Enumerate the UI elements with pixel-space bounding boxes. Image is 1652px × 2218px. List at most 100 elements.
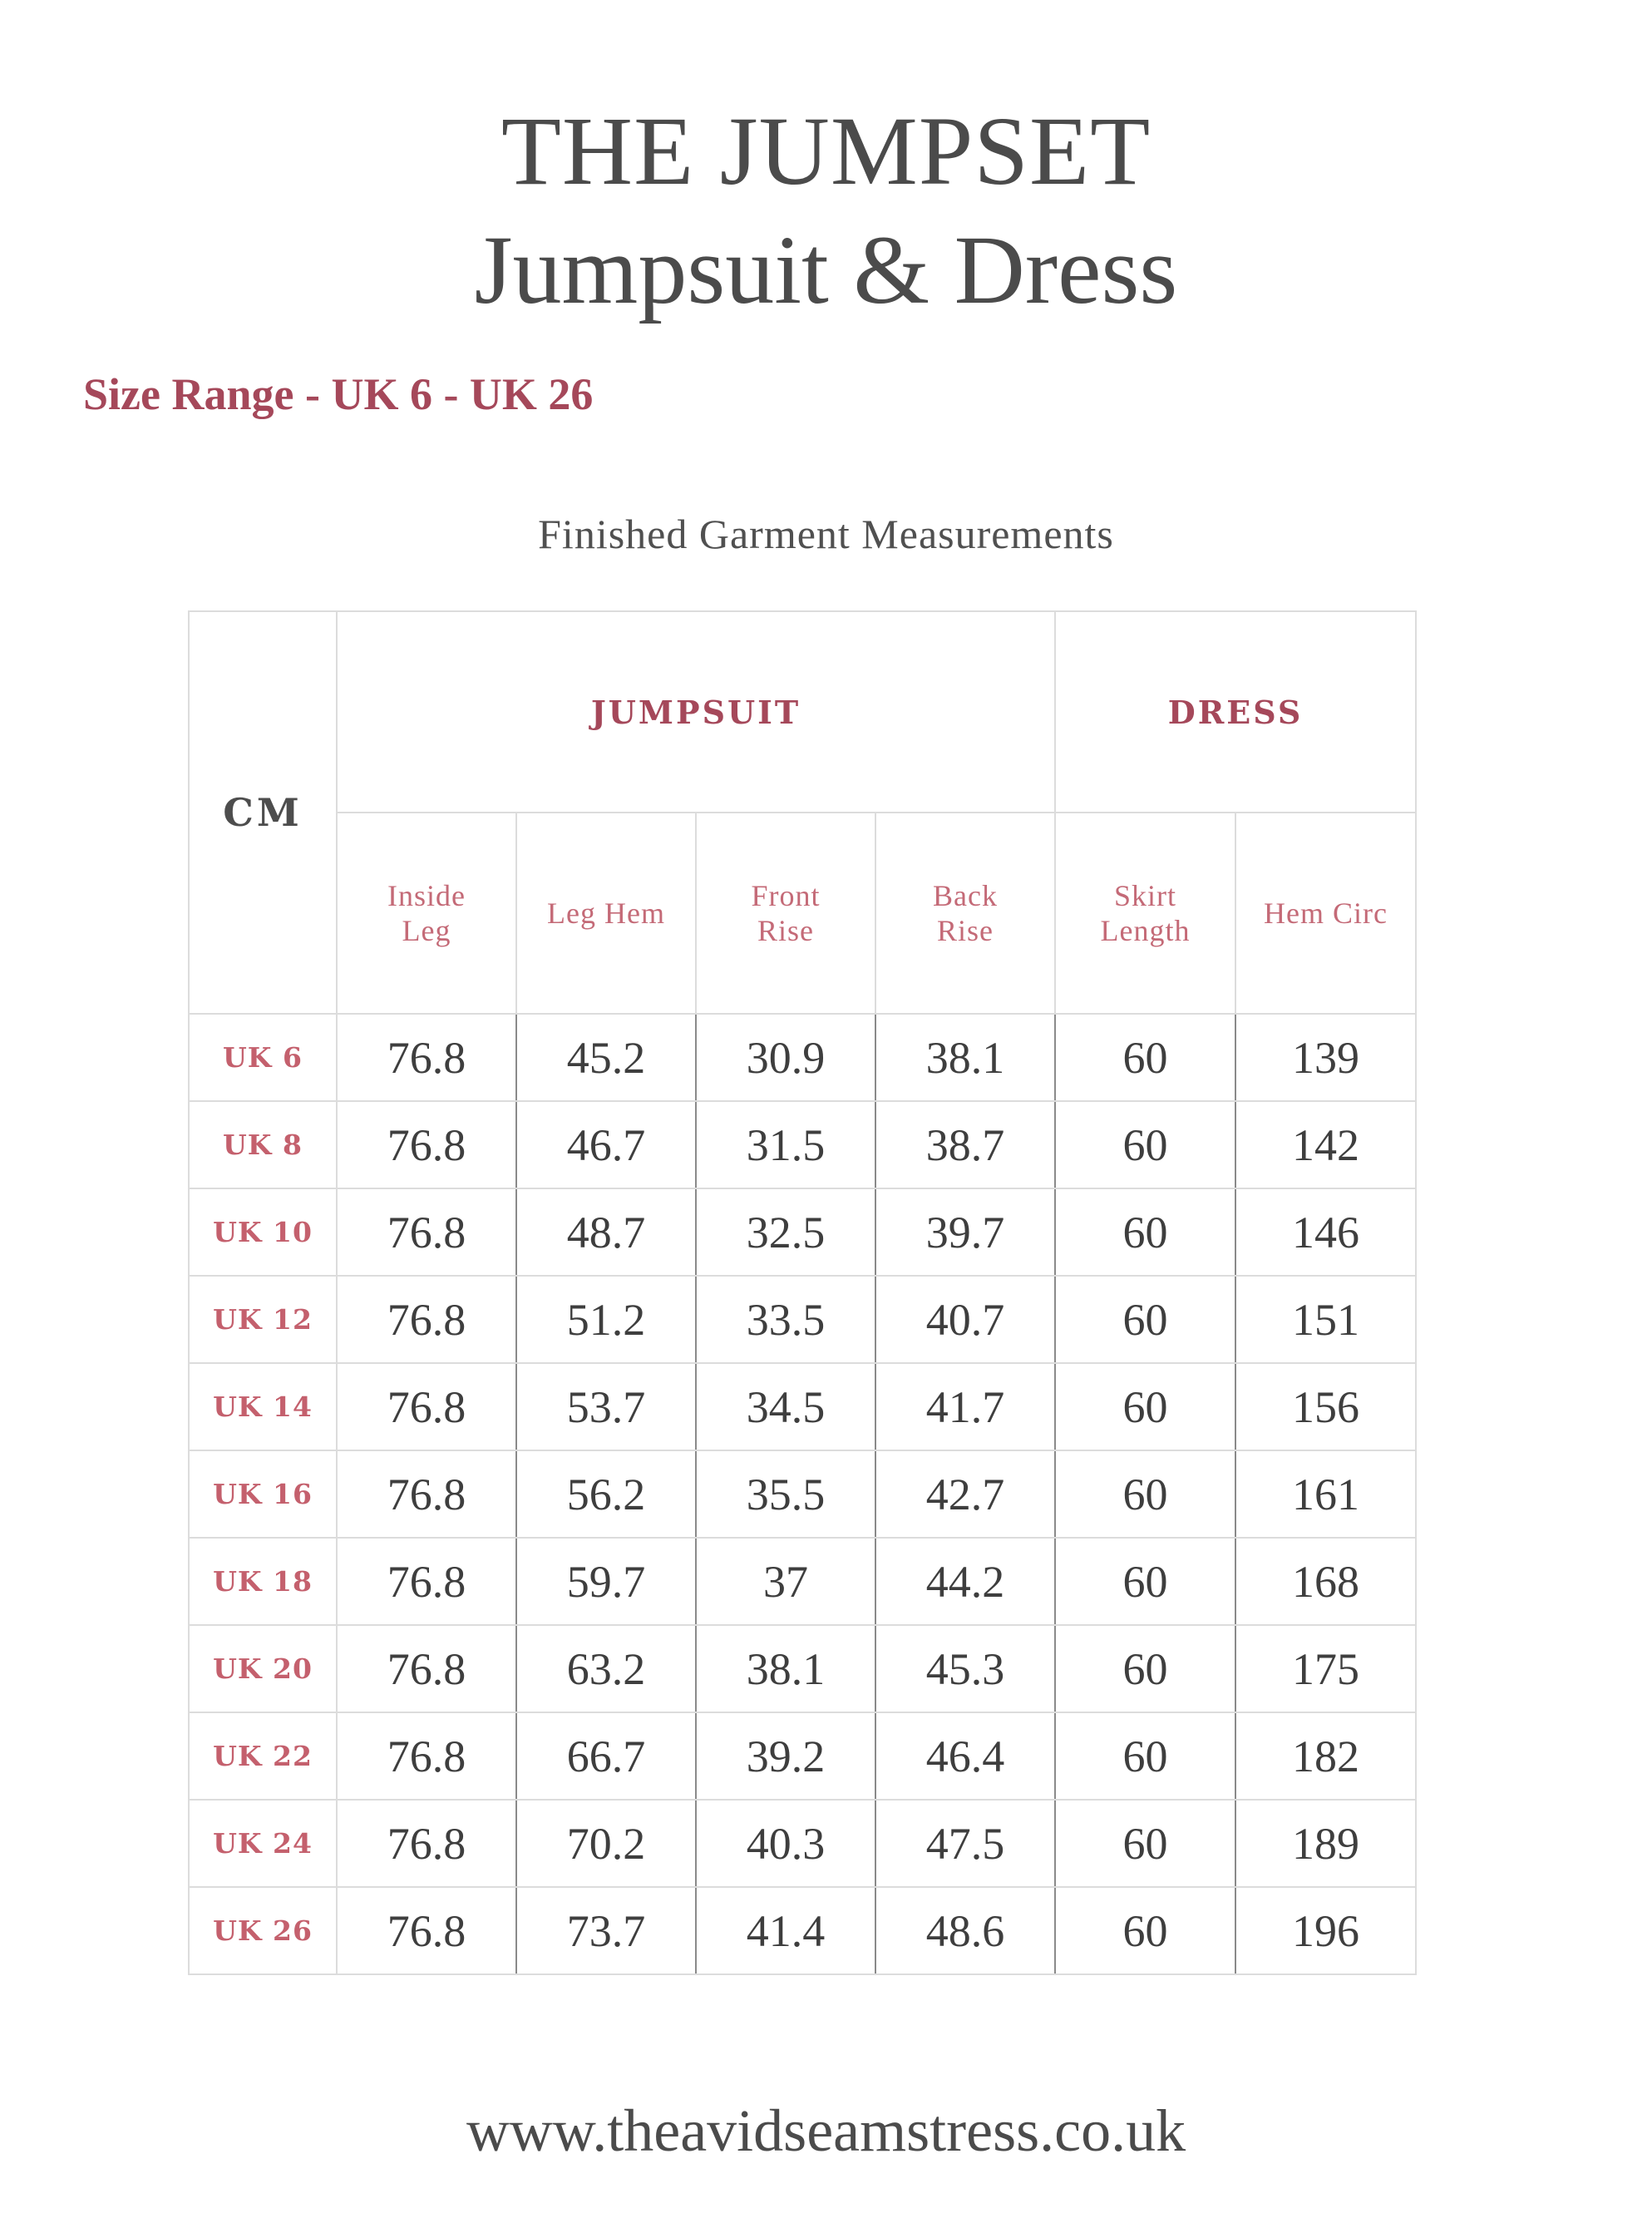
measurement-cell: 46.4 xyxy=(874,1712,1057,1801)
size-label: UK 10 xyxy=(188,1188,338,1277)
table-row: UK 12 76.8 51.2 33.5 40.7 60 151 xyxy=(188,1275,1418,1364)
table-row: UK 14 76.8 53.7 34.5 41.7 60 156 xyxy=(188,1362,1418,1451)
measurement-cell: 37 xyxy=(695,1537,876,1626)
measurement-cell: 32.5 xyxy=(695,1188,876,1277)
measurement-cell: 34.5 xyxy=(695,1362,876,1451)
size-label: UK 14 xyxy=(188,1362,338,1451)
column-header-leg-hem: Leg Hem xyxy=(515,812,697,1015)
size-label: UK 8 xyxy=(188,1100,338,1189)
measurement-cell: 175 xyxy=(1235,1624,1418,1713)
column-header-hem-circ: Hem Circ xyxy=(1235,812,1418,1015)
measurement-cell: 60 xyxy=(1054,1537,1237,1626)
measurement-cell: 56.2 xyxy=(515,1450,697,1539)
measurement-cell: 76.8 xyxy=(336,1100,517,1189)
measurement-cell: 76.8 xyxy=(336,1624,517,1713)
measurement-cell: 47.5 xyxy=(874,1799,1057,1888)
measurement-cell: 76.8 xyxy=(336,1362,517,1451)
measurement-cell: 38.1 xyxy=(695,1624,876,1713)
measurement-cell: 139 xyxy=(1235,1013,1418,1102)
measurement-cell: 168 xyxy=(1235,1537,1418,1626)
measurement-cell: 44.2 xyxy=(874,1537,1057,1626)
measurement-cell: 161 xyxy=(1235,1450,1418,1539)
table-caption: Finished Garment Measurements xyxy=(538,511,1114,557)
measurement-cell: 40.7 xyxy=(874,1275,1057,1364)
measurement-cell: 60 xyxy=(1054,1275,1237,1364)
measurement-cell: 196 xyxy=(1235,1886,1418,1975)
measurement-cell: 76.8 xyxy=(336,1013,517,1102)
measurement-cell: 189 xyxy=(1235,1799,1418,1888)
measurement-cell: 60 xyxy=(1054,1712,1237,1801)
measurement-cell: 59.7 xyxy=(515,1537,697,1626)
size-label: UK 12 xyxy=(188,1275,338,1364)
measurement-cell: 182 xyxy=(1235,1712,1418,1801)
table-row: UK 8 76.8 46.7 31.5 38.7 60 142 xyxy=(188,1100,1418,1189)
size-range-label: Size Range - UK 6 - UK 26 xyxy=(83,369,594,419)
measurement-cell: 70.2 xyxy=(515,1799,697,1888)
measurement-cell: 53.7 xyxy=(515,1362,697,1451)
table-row: UK 10 76.8 48.7 32.5 39.7 60 146 xyxy=(188,1188,1418,1277)
measurement-cell: 146 xyxy=(1235,1188,1418,1277)
size-label: UK 22 xyxy=(188,1712,338,1801)
size-label: UK 16 xyxy=(188,1450,338,1539)
measurement-cell: 40.3 xyxy=(695,1799,876,1888)
measurement-cell: 39.2 xyxy=(695,1712,876,1801)
measurement-cell: 76.8 xyxy=(336,1799,517,1888)
measurement-cell: 76.8 xyxy=(336,1450,517,1539)
measurement-cell: 45.2 xyxy=(515,1013,697,1102)
page-subtitle: Jumpsuit & Dress xyxy=(474,215,1178,324)
measurement-cell: 51.2 xyxy=(515,1275,697,1364)
column-header-skirt-length: Skirt Length xyxy=(1054,812,1237,1015)
column-header-inside-leg: Inside Leg xyxy=(336,812,517,1015)
size-label: UK 20 xyxy=(188,1624,338,1713)
measurement-cell: 142 xyxy=(1235,1100,1418,1189)
table-body: UK 6 76.8 45.2 30.9 38.1 60 139 UK 8 76.8 46.7 31.… xyxy=(188,1013,1418,1975)
dress-group-header: DRESS xyxy=(1054,610,1418,813)
measurement-cell: 31.5 xyxy=(695,1100,876,1189)
measurement-cell: 63.2 xyxy=(515,1624,697,1713)
table-row: UK 26 76.8 73.7 41.4 48.6 60 196 xyxy=(188,1886,1418,1975)
measurement-cell: 45.3 xyxy=(874,1624,1057,1713)
table-row: UK 6 76.8 45.2 30.9 38.1 60 139 xyxy=(188,1013,1418,1102)
measurement-cell: 60 xyxy=(1054,1013,1237,1102)
size-label: UK 24 xyxy=(188,1799,338,1888)
measurement-cell: 76.8 xyxy=(336,1188,517,1277)
measurement-cell: 41.7 xyxy=(874,1362,1057,1451)
measurement-cell: 73.7 xyxy=(515,1886,697,1975)
size-label: UK 18 xyxy=(188,1537,338,1626)
measurement-cell: 60 xyxy=(1054,1100,1237,1189)
table-row: UK 22 76.8 66.7 39.2 46.4 60 182 xyxy=(188,1712,1418,1801)
size-label: UK 26 xyxy=(188,1886,338,1975)
jumpsuit-group-header: JUMPSUIT xyxy=(335,610,1057,813)
table-row: UK 18 76.8 59.7 37 44.2 60 168 xyxy=(188,1537,1418,1626)
measurements-table: CM JUMPSUIT DRESS Inside Leg Leg Hem Fro… xyxy=(188,610,1418,1975)
table-row: UK 20 76.8 63.2 38.1 45.3 60 175 xyxy=(188,1624,1418,1713)
website-url: www.theavidseamstress.co.uk xyxy=(466,2097,1186,2164)
measurement-cell: 48.6 xyxy=(874,1886,1057,1975)
measurement-cell: 35.5 xyxy=(695,1450,876,1539)
measurement-cell: 41.4 xyxy=(695,1886,876,1975)
measurement-cell: 33.5 xyxy=(695,1275,876,1364)
measurement-cell: 42.7 xyxy=(874,1450,1057,1539)
table-row: UK 16 76.8 56.2 35.5 42.7 60 161 xyxy=(188,1450,1418,1539)
measurement-cell: 38.1 xyxy=(874,1013,1057,1102)
measurement-cell: 48.7 xyxy=(515,1188,697,1277)
measurement-cell: 30.9 xyxy=(695,1013,876,1102)
measurement-cell: 60 xyxy=(1054,1624,1237,1713)
page-title: THE JUMPSET xyxy=(501,96,1151,205)
measurement-cell: 60 xyxy=(1054,1450,1237,1539)
measurement-cell: 39.7 xyxy=(874,1188,1057,1277)
measurement-cell: 156 xyxy=(1235,1362,1418,1451)
measurement-cell: 60 xyxy=(1054,1799,1237,1888)
size-label: UK 6 xyxy=(188,1013,338,1102)
measurement-cell: 151 xyxy=(1235,1275,1418,1364)
measurement-cell: 66.7 xyxy=(515,1712,697,1801)
measurement-cell: 60 xyxy=(1054,1362,1237,1451)
column-header-back-rise: Back Rise xyxy=(874,812,1057,1015)
measurement-cell: 76.8 xyxy=(336,1886,517,1975)
measurement-cell: 76.8 xyxy=(336,1712,517,1801)
measurement-cell: 60 xyxy=(1054,1188,1237,1277)
measurement-cell: 38.7 xyxy=(874,1100,1057,1189)
table-row: UK 24 76.8 70.2 40.3 47.5 60 189 xyxy=(188,1799,1418,1888)
measurement-cell: 60 xyxy=(1054,1886,1237,1975)
measurement-cell: 76.8 xyxy=(336,1275,517,1364)
